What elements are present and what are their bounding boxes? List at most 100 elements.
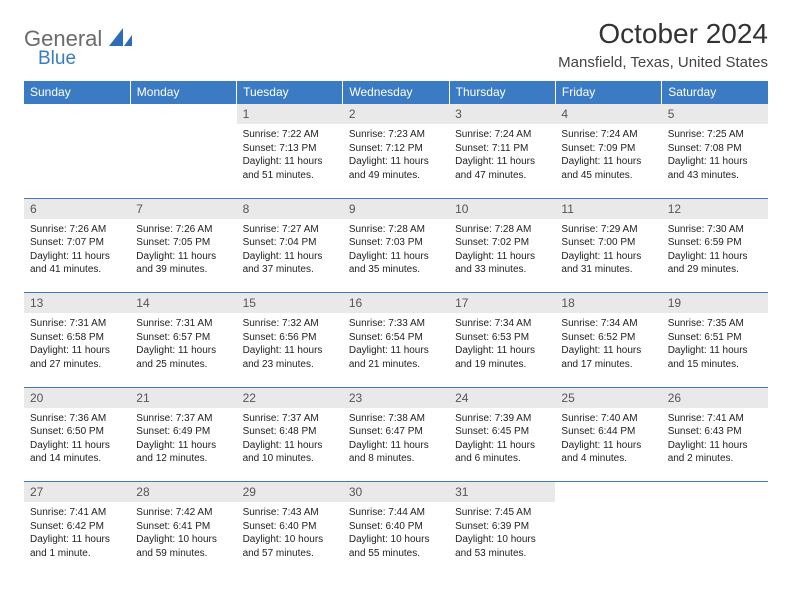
month-title: October 2024 bbox=[558, 18, 768, 50]
day-number-cell: 5 bbox=[662, 104, 768, 125]
day-number-cell bbox=[555, 482, 661, 503]
day-number-cell: 15 bbox=[237, 293, 343, 314]
day-number-cell: 10 bbox=[449, 198, 555, 219]
day-content-cell: Sunrise: 7:41 AMSunset: 6:43 PMDaylight:… bbox=[662, 408, 768, 472]
day-content-cell: Sunrise: 7:27 AMSunset: 7:04 PMDaylight:… bbox=[237, 219, 343, 283]
week-separator bbox=[24, 472, 768, 482]
day-number-cell: 28 bbox=[130, 482, 236, 503]
day-content-cell: Sunrise: 7:22 AMSunset: 7:13 PMDaylight:… bbox=[237, 124, 343, 188]
day-number-cell: 21 bbox=[130, 387, 236, 408]
day-content-cell: Sunrise: 7:43 AMSunset: 6:40 PMDaylight:… bbox=[237, 502, 343, 566]
day-number-cell: 24 bbox=[449, 387, 555, 408]
day-content-cell: Sunrise: 7:24 AMSunset: 7:11 PMDaylight:… bbox=[449, 124, 555, 188]
day-content-cell: Sunrise: 7:24 AMSunset: 7:09 PMDaylight:… bbox=[555, 124, 661, 188]
calendar-document: General Blue October 2024 Mansfield, Tex… bbox=[0, 0, 792, 590]
day-content-cell: Sunrise: 7:26 AMSunset: 7:05 PMDaylight:… bbox=[130, 219, 236, 283]
day-content-cell: Sunrise: 7:32 AMSunset: 6:56 PMDaylight:… bbox=[237, 313, 343, 377]
week-separator bbox=[24, 377, 768, 387]
day-number-cell: 19 bbox=[662, 293, 768, 314]
day-number-cell: 25 bbox=[555, 387, 661, 408]
day-number-cell: 17 bbox=[449, 293, 555, 314]
day-content-cell: Sunrise: 7:37 AMSunset: 6:49 PMDaylight:… bbox=[130, 408, 236, 472]
day-number-cell: 1 bbox=[237, 104, 343, 125]
day-content-cell: Sunrise: 7:31 AMSunset: 6:58 PMDaylight:… bbox=[24, 313, 130, 377]
content-row: Sunrise: 7:26 AMSunset: 7:07 PMDaylight:… bbox=[24, 219, 768, 283]
logo-text-blue: Blue bbox=[38, 48, 133, 70]
day-number-cell: 18 bbox=[555, 293, 661, 314]
day-header-row: SundayMondayTuesdayWednesdayThursdayFrid… bbox=[24, 81, 768, 104]
day-number-cell: 9 bbox=[343, 198, 449, 219]
day-number-cell: 14 bbox=[130, 293, 236, 314]
day-number-cell: 13 bbox=[24, 293, 130, 314]
day-header: Friday bbox=[555, 81, 661, 104]
day-header: Wednesday bbox=[343, 81, 449, 104]
day-number-cell: 11 bbox=[555, 198, 661, 219]
day-number-cell: 23 bbox=[343, 387, 449, 408]
day-content-cell bbox=[130, 124, 236, 188]
day-content-cell: Sunrise: 7:45 AMSunset: 6:39 PMDaylight:… bbox=[449, 502, 555, 566]
day-number-cell: 22 bbox=[237, 387, 343, 408]
week-separator bbox=[24, 283, 768, 293]
day-number-cell: 2 bbox=[343, 104, 449, 125]
day-number-cell: 26 bbox=[662, 387, 768, 408]
day-content-cell: Sunrise: 7:42 AMSunset: 6:41 PMDaylight:… bbox=[130, 502, 236, 566]
header: General Blue October 2024 Mansfield, Tex… bbox=[24, 18, 768, 71]
day-content-cell bbox=[662, 502, 768, 566]
day-number-cell: 7 bbox=[130, 198, 236, 219]
day-number-cell bbox=[24, 104, 130, 125]
content-row: Sunrise: 7:36 AMSunset: 6:50 PMDaylight:… bbox=[24, 408, 768, 472]
day-number-cell bbox=[662, 482, 768, 503]
brand-logo: General Blue bbox=[24, 18, 133, 70]
day-content-cell: Sunrise: 7:34 AMSunset: 6:52 PMDaylight:… bbox=[555, 313, 661, 377]
day-content-cell: Sunrise: 7:38 AMSunset: 6:47 PMDaylight:… bbox=[343, 408, 449, 472]
day-header: Saturday bbox=[662, 81, 768, 104]
day-header: Monday bbox=[130, 81, 236, 104]
day-content-cell: Sunrise: 7:23 AMSunset: 7:12 PMDaylight:… bbox=[343, 124, 449, 188]
day-header: Sunday bbox=[24, 81, 130, 104]
day-content-cell: Sunrise: 7:29 AMSunset: 7:00 PMDaylight:… bbox=[555, 219, 661, 283]
day-content-cell: Sunrise: 7:44 AMSunset: 6:40 PMDaylight:… bbox=[343, 502, 449, 566]
location: Mansfield, Texas, United States bbox=[558, 54, 768, 71]
day-number-cell: 30 bbox=[343, 482, 449, 503]
content-row: Sunrise: 7:22 AMSunset: 7:13 PMDaylight:… bbox=[24, 124, 768, 188]
day-content-cell: Sunrise: 7:39 AMSunset: 6:45 PMDaylight:… bbox=[449, 408, 555, 472]
day-number-cell: 4 bbox=[555, 104, 661, 125]
content-row: Sunrise: 7:41 AMSunset: 6:42 PMDaylight:… bbox=[24, 502, 768, 566]
day-content-cell: Sunrise: 7:33 AMSunset: 6:54 PMDaylight:… bbox=[343, 313, 449, 377]
daynum-row: 2728293031 bbox=[24, 482, 768, 503]
day-number-cell: 6 bbox=[24, 198, 130, 219]
day-number-cell: 27 bbox=[24, 482, 130, 503]
day-number-cell: 12 bbox=[662, 198, 768, 219]
day-content-cell: Sunrise: 7:36 AMSunset: 6:50 PMDaylight:… bbox=[24, 408, 130, 472]
day-content-cell: Sunrise: 7:28 AMSunset: 7:02 PMDaylight:… bbox=[449, 219, 555, 283]
day-header: Thursday bbox=[449, 81, 555, 104]
daynum-row: 13141516171819 bbox=[24, 293, 768, 314]
day-content-cell: Sunrise: 7:26 AMSunset: 7:07 PMDaylight:… bbox=[24, 219, 130, 283]
day-content-cell: Sunrise: 7:35 AMSunset: 6:51 PMDaylight:… bbox=[662, 313, 768, 377]
day-content-cell: Sunrise: 7:31 AMSunset: 6:57 PMDaylight:… bbox=[130, 313, 236, 377]
day-number-cell: 31 bbox=[449, 482, 555, 503]
day-content-cell: Sunrise: 7:30 AMSunset: 6:59 PMDaylight:… bbox=[662, 219, 768, 283]
daynum-row: 6789101112 bbox=[24, 198, 768, 219]
day-content-cell: Sunrise: 7:34 AMSunset: 6:53 PMDaylight:… bbox=[449, 313, 555, 377]
content-row: Sunrise: 7:31 AMSunset: 6:58 PMDaylight:… bbox=[24, 313, 768, 377]
day-number-cell: 29 bbox=[237, 482, 343, 503]
week-separator bbox=[24, 188, 768, 198]
title-block: October 2024 Mansfield, Texas, United St… bbox=[558, 18, 768, 71]
day-content-cell bbox=[555, 502, 661, 566]
day-content-cell bbox=[24, 124, 130, 188]
day-content-cell: Sunrise: 7:28 AMSunset: 7:03 PMDaylight:… bbox=[343, 219, 449, 283]
day-number-cell: 8 bbox=[237, 198, 343, 219]
day-content-cell: Sunrise: 7:41 AMSunset: 6:42 PMDaylight:… bbox=[24, 502, 130, 566]
calendar-table: SundayMondayTuesdayWednesdayThursdayFrid… bbox=[24, 81, 768, 566]
day-header: Tuesday bbox=[237, 81, 343, 104]
day-content-cell: Sunrise: 7:37 AMSunset: 6:48 PMDaylight:… bbox=[237, 408, 343, 472]
day-number-cell bbox=[130, 104, 236, 125]
daynum-row: 12345 bbox=[24, 104, 768, 125]
day-number-cell: 3 bbox=[449, 104, 555, 125]
day-number-cell: 20 bbox=[24, 387, 130, 408]
day-content-cell: Sunrise: 7:40 AMSunset: 6:44 PMDaylight:… bbox=[555, 408, 661, 472]
daynum-row: 20212223242526 bbox=[24, 387, 768, 408]
day-content-cell: Sunrise: 7:25 AMSunset: 7:08 PMDaylight:… bbox=[662, 124, 768, 188]
day-number-cell: 16 bbox=[343, 293, 449, 314]
